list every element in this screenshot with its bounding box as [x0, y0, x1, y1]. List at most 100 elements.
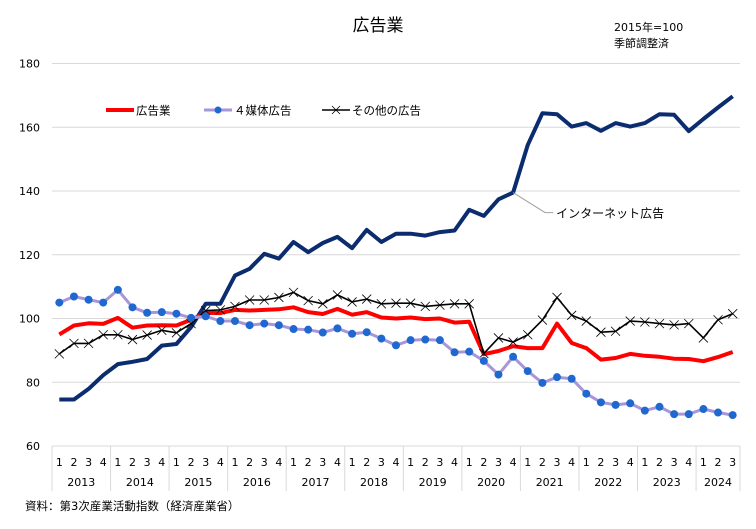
series-0: [58, 305, 734, 364]
data-point: [230, 317, 239, 326]
x-quarter-label: 4: [334, 456, 341, 469]
series-annotation-label: インターネット広告: [556, 207, 664, 221]
y-tick-label: 140: [19, 185, 40, 198]
x-quarter-label: 2: [188, 456, 195, 469]
data-point: [55, 298, 64, 307]
data-point: [698, 333, 709, 343]
data-point: [727, 308, 738, 319]
series-2: [54, 287, 738, 359]
x-quarter-label: 2: [246, 456, 253, 469]
x-quarter-label: 4: [510, 456, 517, 469]
data-point: [187, 313, 196, 322]
data-point: [69, 292, 78, 301]
data-point: [348, 329, 357, 338]
data-point: [186, 318, 196, 329]
data-point: [99, 298, 108, 307]
x-quarter-label: 1: [641, 456, 648, 469]
x-year-label: 2013: [67, 476, 95, 489]
series-layer: [54, 94, 738, 420]
x-quarter-label: 4: [568, 456, 575, 469]
x-quarter-label: 1: [173, 456, 180, 469]
x-quarter-label: 4: [451, 456, 458, 469]
data-point: [713, 314, 723, 325]
data-point: [289, 325, 298, 334]
y-tick-label: 160: [19, 121, 40, 134]
x-year-label: 2020: [477, 476, 505, 489]
data-point: [157, 325, 167, 336]
data-point: [582, 389, 591, 398]
data-point: [142, 330, 152, 340]
x-quarter-label: 2: [70, 456, 77, 469]
x-quarter-label: 3: [671, 456, 678, 469]
data-point: [259, 295, 270, 305]
x-quarter-label: 4: [275, 456, 282, 469]
x-quarter-label: 1: [56, 456, 63, 469]
legend-item: 広告業: [106, 104, 171, 118]
y-tick-label: 180: [19, 58, 40, 71]
y-tick-label: 100: [19, 313, 40, 326]
data-point: [479, 356, 488, 365]
data-point: [54, 349, 65, 359]
x-quarter-label: 1: [407, 456, 414, 469]
y-tick-label: 80: [26, 376, 40, 389]
data-point: [216, 317, 225, 326]
x-year-label: 2015: [184, 476, 212, 489]
data-point: [171, 328, 182, 338]
x-quarter-label: 3: [436, 456, 443, 469]
data-point: [230, 301, 240, 312]
data-point: [508, 337, 518, 347]
data-point: [376, 299, 387, 309]
data-point: [479, 348, 489, 359]
data-point: [274, 321, 283, 330]
data-point: [392, 341, 400, 350]
series-1: [55, 285, 737, 420]
data-point: [127, 334, 138, 345]
data-point: [172, 309, 181, 318]
data-point: [128, 303, 137, 312]
x-quarter-label: 1: [349, 456, 356, 469]
series-line: [59, 94, 734, 402]
x-year-label: 2023: [653, 476, 681, 489]
x-quarter-label: 2: [656, 456, 663, 469]
x-quarter-label: 3: [612, 456, 619, 469]
data-point: [493, 333, 504, 343]
data-point: [553, 373, 562, 382]
data-point: [362, 328, 371, 337]
y-tick-label: 120: [19, 249, 40, 262]
data-point: [640, 406, 649, 415]
data-point: [84, 295, 93, 304]
x-quarter-label: 2: [305, 456, 312, 469]
x-quarter-label: 4: [685, 456, 692, 469]
data-point: [464, 299, 474, 309]
y-axis-ticks: 60 80 100 120 140 160 180: [19, 58, 40, 454]
data-point: [626, 399, 635, 408]
x-quarter-label: 1: [466, 456, 473, 469]
data-point: [728, 411, 737, 420]
x-quarter-label: 4: [158, 456, 165, 469]
x-year-label: 2014: [126, 476, 154, 489]
data-point: [113, 329, 123, 340]
x-quarter-label: 2: [539, 456, 546, 469]
legend-label: その他の広告: [352, 104, 421, 118]
x-quarter-label: 3: [378, 456, 385, 469]
x-quarter-label: 1: [290, 456, 297, 469]
data-point: [274, 292, 284, 303]
data-point: [98, 329, 109, 340]
legend-label: 広告業: [136, 104, 171, 118]
data-point: [303, 295, 313, 306]
data-point: [201, 312, 210, 321]
data-point: [538, 378, 547, 387]
x-quarter-label: 4: [393, 456, 400, 469]
x-quarter-label: 1: [700, 456, 707, 469]
data-point: [699, 405, 708, 414]
data-point: [625, 316, 635, 326]
annotation-leader-line: [512, 192, 554, 214]
x-quarter-label: 1: [231, 456, 238, 469]
x-quarter-label: 1: [524, 456, 531, 469]
x-quarter-label: 2: [363, 456, 370, 469]
data-point: [435, 336, 444, 345]
data-point: [509, 352, 518, 361]
data-point: [405, 298, 416, 308]
x-quarter-label: 3: [202, 456, 209, 469]
data-point: [581, 316, 592, 326]
